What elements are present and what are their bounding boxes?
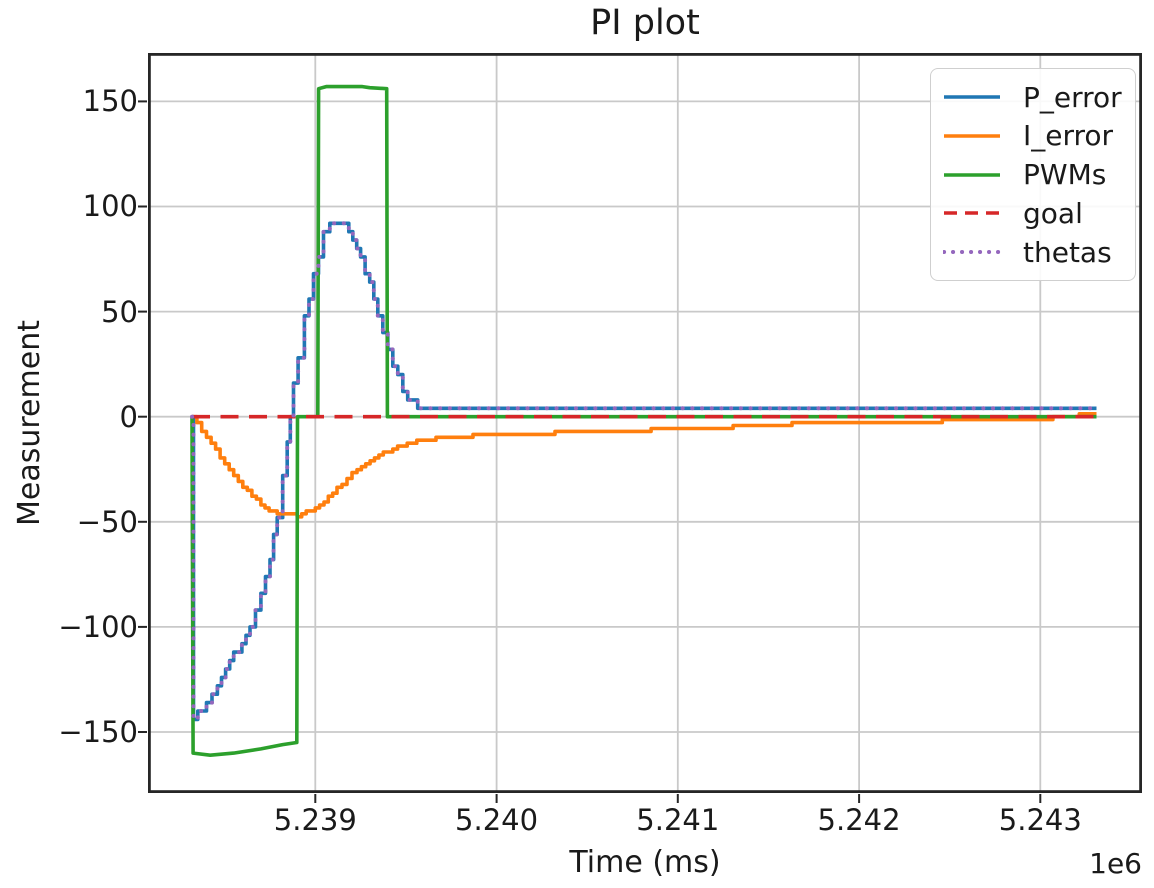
x-tick-label: 5.242 xyxy=(817,803,901,837)
y-tick-label: 0 xyxy=(119,399,138,434)
legend-label: thetas xyxy=(1023,235,1112,269)
x-tick-label: 5.240 xyxy=(455,803,539,837)
legend-item-thetas: thetas xyxy=(931,233,1135,271)
y-tick-label: −150 xyxy=(58,715,138,750)
x-tick-label: 5.243 xyxy=(998,803,1082,837)
legend-line-sample-I_error xyxy=(944,133,1000,138)
y-tick-label: 150 xyxy=(82,84,138,119)
legend-label: PWMs xyxy=(1023,158,1107,191)
legend-item-P_error: P_error xyxy=(931,78,1135,116)
legend-label: I_error xyxy=(1023,119,1114,153)
legend-item-goal: goal xyxy=(931,194,1135,232)
y-tick-label: −100 xyxy=(58,609,138,644)
legend-item-PWMs: PWMs xyxy=(931,156,1135,194)
series-line-thetas xyxy=(190,221,1099,722)
y-tick-label: 100 xyxy=(82,189,138,224)
series-line-P_error xyxy=(191,221,1097,722)
legend-item-I_error: I_error xyxy=(931,117,1135,155)
x-axis-label: Time (ms) xyxy=(569,845,721,880)
chart-title: PI plot xyxy=(590,3,700,43)
x-tick-label: 5.241 xyxy=(636,803,720,837)
y-tick-label: 50 xyxy=(101,294,138,329)
legend-line-sample-P_error xyxy=(944,95,1000,99)
plot-border xyxy=(147,52,1143,794)
legend-line-sample-PWMs xyxy=(944,172,1000,177)
x-tick-label: 5.239 xyxy=(273,803,357,837)
legend-label: P_error xyxy=(1023,80,1122,114)
legend-line-sample-thetas xyxy=(943,250,1001,254)
y-tick-label: −50 xyxy=(76,504,138,539)
x-axis-offset-label: 1e6 xyxy=(1089,847,1142,880)
legend-label: goal xyxy=(1023,196,1083,230)
plot-area xyxy=(138,52,1143,803)
series-line-I_error xyxy=(192,412,1097,519)
legend-line-sample-goal xyxy=(944,211,1000,216)
legend: P_error I_error PWMs goal thetas xyxy=(930,68,1136,281)
